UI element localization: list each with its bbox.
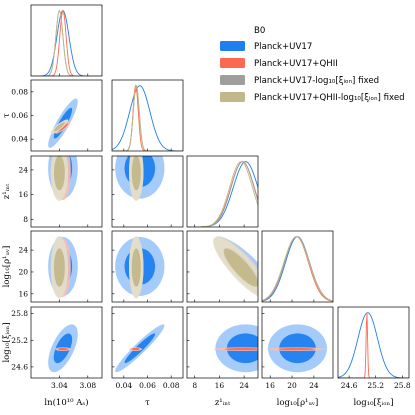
panel-rhoUV-rhoUV (261, 230, 334, 303)
y-tick-label: 24 (18, 165, 28, 174)
x-axis-label-lnAs: ln(10¹⁰ Aₛ) (44, 397, 88, 408)
panel-frame (30, 306, 103, 379)
panel-frame (30, 230, 103, 303)
contour-inner-1 (131, 348, 140, 351)
x-axis-label-rhoUV: log₁₀[ρ¹ᵤᵥ] (277, 398, 319, 408)
legend-label-qhii-xi-fixed: Planck+UV17+QHII-log₁₀[ξᵢₒₙ] fixed (254, 93, 405, 103)
y-tick-label: 0.08 (11, 87, 28, 96)
x-tick-label: 24 (309, 381, 319, 390)
y-axis-label-xiion: log₁₀[ξᵢₒₙ] (2, 322, 12, 362)
y-axis-label-zint: z¹ᵢₙₜ (2, 183, 12, 199)
x-tick-label: 0.08 (163, 381, 180, 390)
panel-tau-tau (111, 79, 184, 152)
x-tick-label: 3.04 (51, 381, 68, 390)
panel-zint-rhoUV (186, 230, 259, 303)
panel-rhoUV-xiion: 16 20 24 (261, 306, 334, 390)
legend-swatch-qhii-xi-fixed (220, 92, 245, 102)
panel-frame (30, 4, 103, 77)
panel-tau-rhoUV (111, 230, 184, 303)
marginal-curve-3 (31, 9, 102, 76)
x-axis-label-zint: z¹ᵢₙₜ (215, 398, 231, 408)
x-tick-label: 16 (265, 381, 275, 390)
panel-lnAs-lnAs (30, 4, 103, 77)
x-tick-label: 24.6 (341, 381, 358, 390)
y-tick-label: 0.04 (11, 135, 28, 144)
contour-inner-3 (131, 248, 141, 287)
panel-lnAs-rhoUV: 16 20 24 (18, 230, 103, 303)
y-tick-label: 16 (18, 190, 28, 199)
legend: B0 Planck+UV17 Planck+UV17+QHII Planck+U… (220, 26, 405, 103)
x-tick-label: 3.08 (79, 381, 96, 390)
panel-frame (186, 306, 259, 379)
panel-tau-xiion: 0.04 0.06 0.08 (111, 306, 184, 390)
x-tick-label: 25.8 (394, 381, 411, 390)
x-tick-label: 16 (215, 381, 225, 390)
marginal-curve-1 (31, 9, 102, 76)
legend-swatch-xi-fixed (220, 75, 245, 85)
contour-inner-1 (224, 348, 258, 351)
panel-lnAs-tau: 0.04 0.06 0.08 (11, 79, 103, 152)
marginal-curve-0 (338, 312, 409, 378)
x-tick-label: 24 (239, 381, 249, 390)
marginal-curve-1 (112, 84, 183, 151)
panel-frame (30, 155, 103, 228)
y-tick-label: 0.06 (11, 111, 28, 120)
legend-title: B0 (254, 26, 265, 36)
x-tick-label: 25.2 (367, 381, 384, 390)
contour-inner-3 (54, 156, 65, 191)
y-tick-label: 25.8 (11, 309, 28, 318)
contour-inner-3 (54, 122, 65, 132)
x-tick-label: 0.04 (115, 381, 132, 390)
panel-frame (337, 306, 410, 379)
panel-frame (186, 155, 259, 228)
contour-inner-1 (58, 348, 68, 351)
panel-lnAs-xiion: 3.04 3.08 24.6 25.2 25.8 (11, 306, 103, 390)
marginal-curve-0 (112, 85, 183, 151)
x-axis-label-tau: τ (145, 398, 150, 408)
y-tick-label: 25.2 (11, 336, 28, 345)
y-tick-label: 24 (18, 246, 28, 255)
panel-frame (186, 230, 259, 303)
panel-lnAs-zint: 8 16 24 (18, 155, 103, 228)
marginal-curve-3 (112, 84, 183, 151)
contour-inner-3 (131, 156, 141, 191)
x-tick-label: 8 (192, 381, 197, 390)
y-tick-label: 24.6 (11, 362, 28, 371)
contour-inner-3 (54, 248, 65, 287)
contour-inner-1 (278, 348, 315, 351)
legend-label-planck-uv17-qhii: Planck+UV17+QHII (254, 59, 338, 69)
panel-zint-xiion: 8 16 24 (186, 306, 259, 390)
marginal-curve-3 (187, 161, 258, 227)
legend-swatch-planck-uv17-qhii (220, 58, 245, 68)
legend-label-planck-uv17: Planck+UV17 (254, 42, 312, 52)
y-tick-label: 20 (18, 267, 28, 276)
y-tick-label: 8 (23, 215, 28, 224)
x-tick-label: 20 (287, 381, 297, 390)
y-axis-label-tau: τ (2, 113, 12, 118)
y-tick-label: 16 (18, 289, 28, 298)
panel-xiion-xiion: 24.6 25.2 25.8 (337, 306, 411, 390)
x-axis-label-xiion: log₁₀[ξᵢₒₙ] (353, 398, 393, 408)
panel-zint-zint (186, 155, 259, 228)
panel-frame (261, 230, 334, 303)
legend-swatch-planck-uv17 (220, 41, 245, 51)
legend-label-xi-fixed: Planck+UV17-log₁₀[ξᵢₒₙ] fixed (254, 76, 379, 86)
y-axis-label-rhoUV: log₁₀[ρ¹ᵤᵥ] (2, 246, 12, 288)
marginal-curve-3 (262, 236, 333, 302)
contour-inner-3 (223, 248, 258, 287)
marginal-curve-2 (112, 84, 183, 151)
x-tick-label: 0.06 (139, 381, 156, 390)
panel-frame (261, 306, 334, 379)
panel-tau-zint (111, 155, 184, 228)
panel-frame (111, 79, 184, 152)
